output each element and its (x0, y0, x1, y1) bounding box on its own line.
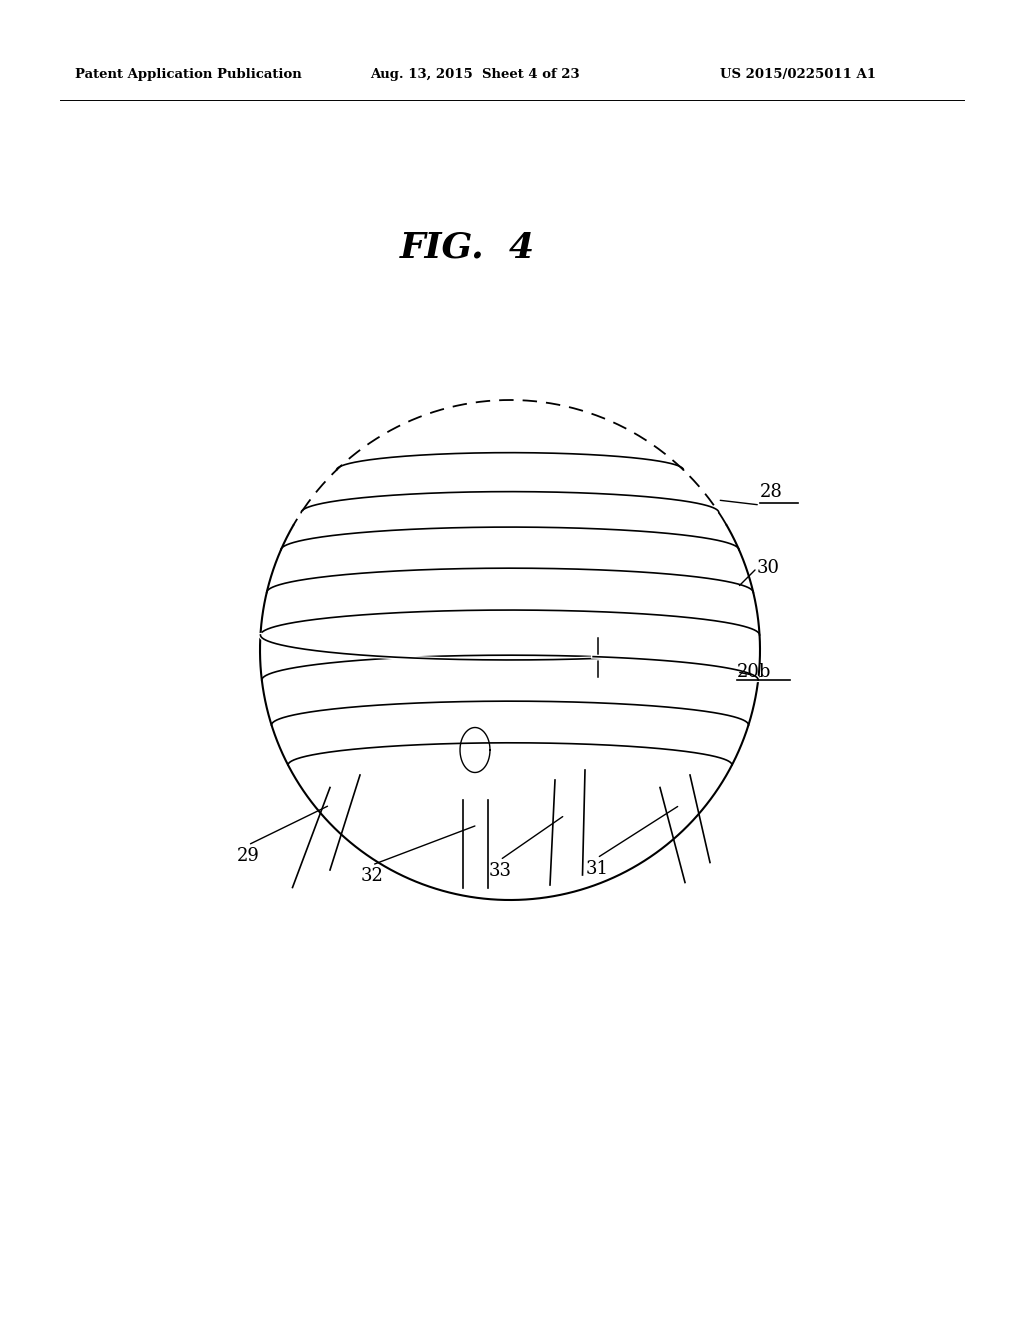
Text: 33: 33 (488, 862, 512, 880)
Text: 28: 28 (760, 483, 783, 502)
Text: FIG.  4: FIG. 4 (400, 230, 536, 264)
Text: 20b: 20b (737, 663, 771, 681)
Text: 32: 32 (360, 867, 383, 884)
Text: US 2015/0225011 A1: US 2015/0225011 A1 (720, 69, 876, 81)
Text: 29: 29 (237, 847, 259, 865)
Text: Aug. 13, 2015  Sheet 4 of 23: Aug. 13, 2015 Sheet 4 of 23 (370, 69, 580, 81)
Text: Patent Application Publication: Patent Application Publication (75, 69, 302, 81)
Text: 31: 31 (586, 861, 608, 878)
Text: 30: 30 (757, 558, 780, 577)
